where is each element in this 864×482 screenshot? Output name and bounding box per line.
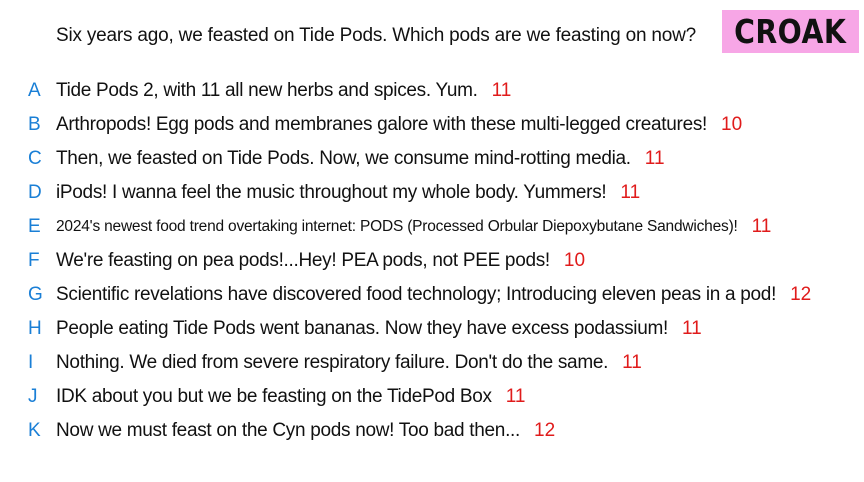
answer-row-f: F We're feasting on pea pods!...Hey! PEA… xyxy=(0,244,864,278)
answer-row-k: K Now we must feast on the Cyn pods now!… xyxy=(0,414,864,448)
answer-letter: I xyxy=(28,352,34,373)
croak-badge-label: CROAK xyxy=(734,12,847,51)
answer-text: Tide Pods 2, with 11 all new herbs and s… xyxy=(56,80,478,101)
answer-count: 11 xyxy=(644,148,665,169)
answer-row-h: H People eating Tide Pods went bananas. … xyxy=(0,312,864,346)
answer-text: IDK about you but we be feasting on the … xyxy=(56,386,492,407)
answer-letter: E xyxy=(28,216,41,237)
answer-row-j: J IDK about you but we be feasting on th… xyxy=(0,380,864,414)
answer-content: 2024's newest food trend overtaking inte… xyxy=(56,216,771,238)
answer-count: 10 xyxy=(721,114,743,135)
answer-text: We're feasting on pea pods!...Hey! PEA p… xyxy=(56,250,550,271)
answer-row-d: D iPods! I wanna feel the music througho… xyxy=(0,176,864,210)
answer-letter: C xyxy=(28,148,42,169)
answer-count: 11 xyxy=(622,352,642,373)
croak-badge: CROAK xyxy=(722,10,859,53)
answer-letter: F xyxy=(28,250,40,271)
answer-list: A Tide Pods 2, with 11 all new herbs and… xyxy=(0,74,864,448)
answer-content: IDK about you but we be feasting on the … xyxy=(56,386,525,408)
answer-letter: J xyxy=(28,386,38,407)
answer-text: Then, we feasted on Tide Pods. Now, we c… xyxy=(56,148,631,169)
answer-row-e: E 2024's newest food trend overtaking in… xyxy=(0,210,864,244)
answer-count: 12 xyxy=(534,420,556,441)
answer-count: 12 xyxy=(790,284,812,305)
answer-row-b: B Arthropods! Egg pods and membranes gal… xyxy=(0,108,864,142)
answer-row-g: G Scientific revelations have discovered… xyxy=(0,278,864,312)
answer-row-a: A Tide Pods 2, with 11 all new herbs and… xyxy=(0,74,864,108)
answer-letter: A xyxy=(28,80,41,101)
answer-letter: H xyxy=(28,318,42,339)
answer-count: 11 xyxy=(505,386,526,407)
answer-content: People eating Tide Pods went bananas. No… xyxy=(56,318,702,340)
answer-content: Nothing. We died from severe respiratory… xyxy=(56,352,642,374)
answer-content: Arthropods! Egg pods and membranes galor… xyxy=(56,114,742,136)
answer-content: Now we must feast on the Cyn pods now! T… xyxy=(56,420,555,442)
answer-text: Arthropods! Egg pods and membranes galor… xyxy=(56,114,708,135)
answer-row-c: C Then, we feasted on Tide Pods. Now, we… xyxy=(0,142,864,176)
question-prompt: Six years ago, we feasted on Tide Pods. … xyxy=(56,25,697,46)
answer-text: iPods! I wanna feel the music throughout… xyxy=(56,182,607,203)
answer-letter: B xyxy=(28,114,41,135)
answer-count: 11 xyxy=(681,318,702,339)
answer-text: Scientific revelations have discovered f… xyxy=(56,284,777,305)
answer-count: 11 xyxy=(491,80,512,101)
answer-content: We're feasting on pea pods!...Hey! PEA p… xyxy=(56,250,585,272)
answer-letter: D xyxy=(28,182,42,203)
answer-count: 11 xyxy=(620,182,641,203)
answer-count: 10 xyxy=(563,250,586,271)
answer-content: iPods! I wanna feel the music throughout… xyxy=(56,182,640,204)
answer-content: Then, we feasted on Tide Pods. Now, we c… xyxy=(56,148,665,170)
answer-text: Nothing. We died from severe respiratory… xyxy=(56,352,609,373)
answer-row-i: I Nothing. We died from severe respirato… xyxy=(0,346,864,380)
answer-letter: G xyxy=(28,284,43,305)
answer-content: Tide Pods 2, with 11 all new herbs and s… xyxy=(56,80,511,102)
answer-content: Scientific revelations have discovered f… xyxy=(56,284,811,306)
answer-text: People eating Tide Pods went bananas. No… xyxy=(56,318,668,339)
answer-count: 11 xyxy=(751,216,772,237)
answer-text: 2024's newest food trend overtaking inte… xyxy=(56,218,738,235)
answer-letter: K xyxy=(28,420,41,441)
answer-text: Now we must feast on the Cyn pods now! T… xyxy=(56,420,521,441)
